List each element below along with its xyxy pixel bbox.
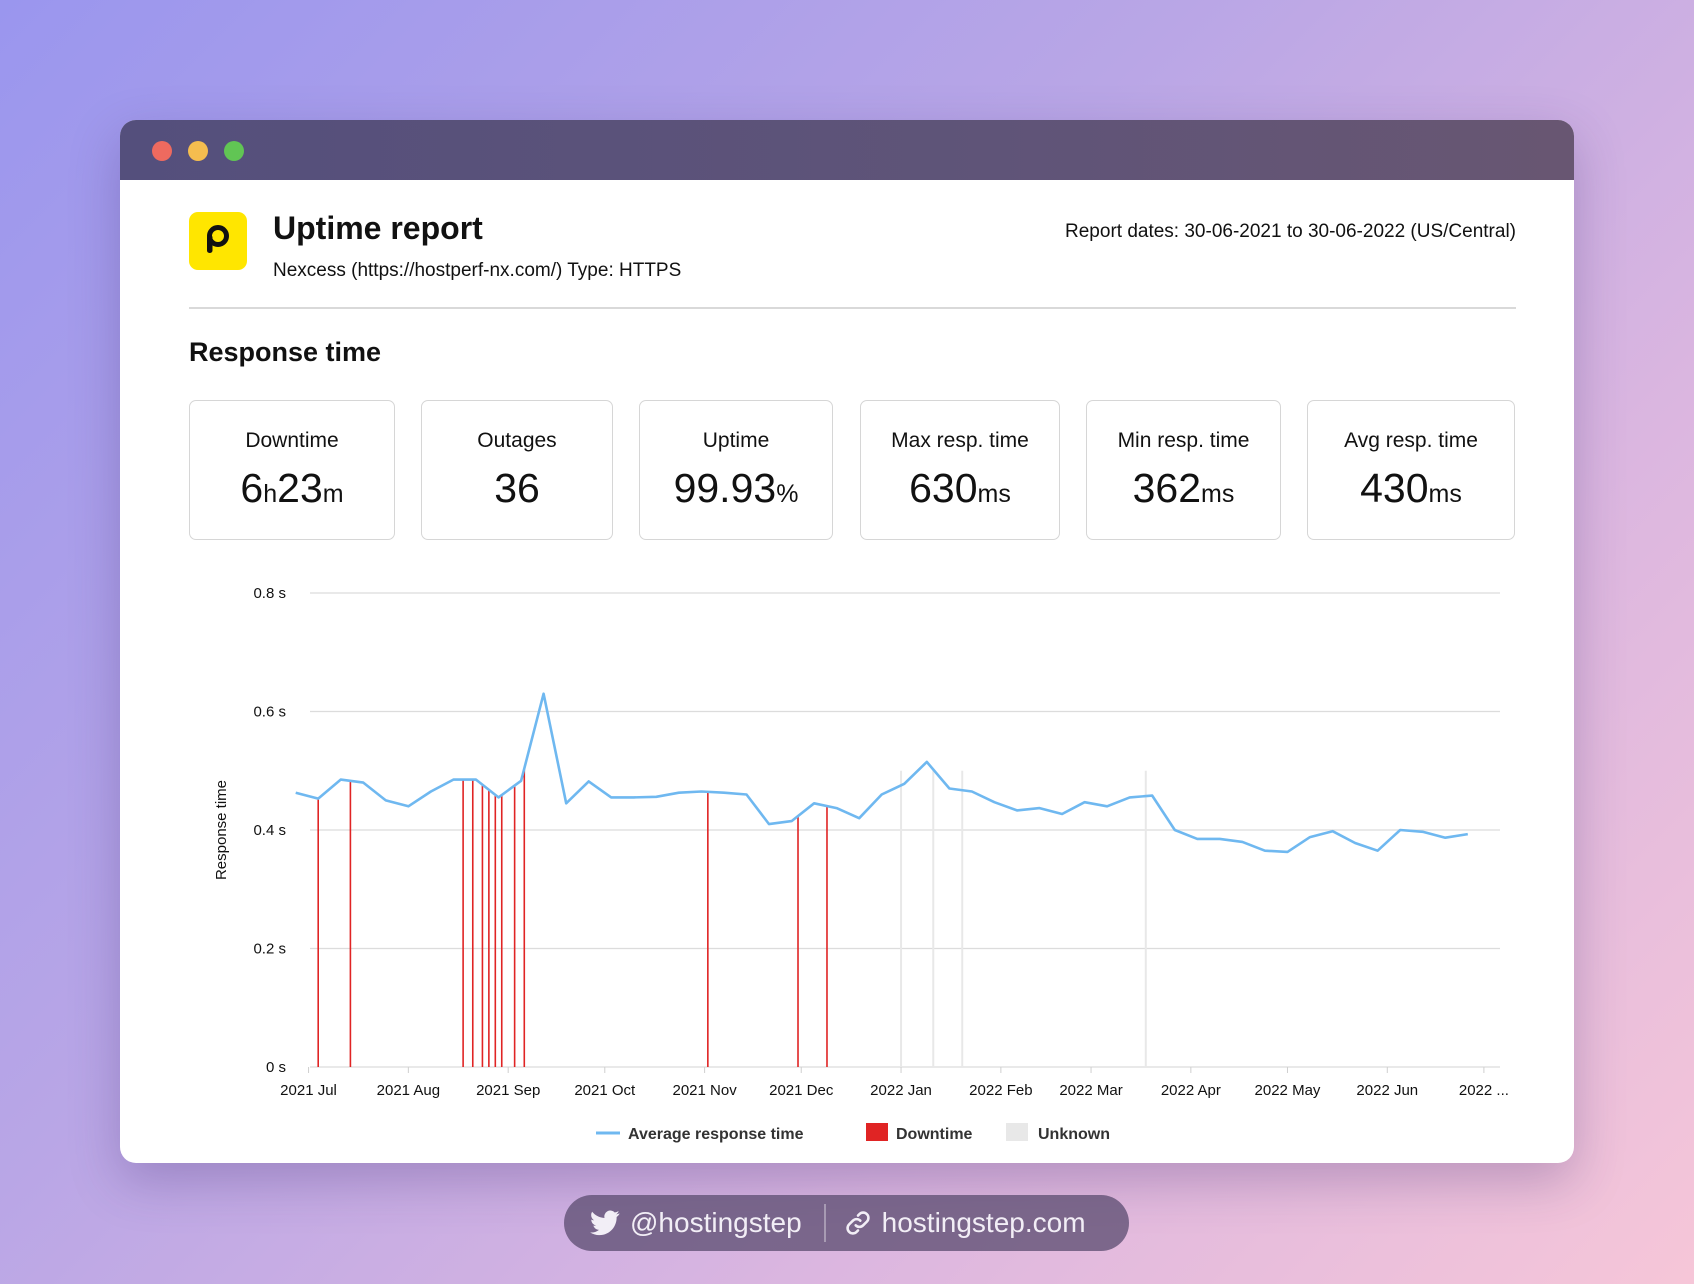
x-tick-label: 2021 Dec	[769, 1082, 834, 1099]
stat-number: 6	[240, 465, 264, 511]
window-titlebar	[120, 120, 1574, 180]
website-url: hostingstep.com	[881, 1207, 1086, 1238]
legend-swatch-unknown	[1006, 1123, 1028, 1141]
x-tick-label: 2021 Jul	[280, 1082, 337, 1099]
report-dates: Report dates: 30-06-2021 to 30-06-2022 (…	[1065, 221, 1516, 242]
legend-swatch-downtime	[866, 1123, 888, 1141]
maximize-window-button[interactable]	[224, 141, 244, 161]
stat-unit: m	[322, 480, 344, 508]
stat-card-min-response: Min resp. time 362ms	[1086, 400, 1281, 540]
website-credit[interactable]: hostingstep.com	[844, 1207, 1086, 1239]
x-tick-label: 2021 Nov	[673, 1082, 738, 1099]
x-tick-label: 2021 Aug	[377, 1082, 440, 1099]
stat-label: Max resp. time	[891, 429, 1029, 452]
stat-card-downtime: Downtime 6h23m	[189, 400, 395, 540]
stat-number: 99.93	[673, 465, 777, 511]
stat-label: Downtime	[245, 429, 339, 452]
stat-card-uptime: Uptime 99.93%	[639, 400, 833, 540]
stat-card-avg-response: Avg resp. time 430ms	[1307, 400, 1515, 540]
stat-label: Avg resp. time	[1344, 429, 1478, 452]
legend-label-unknown: Unknown	[1038, 1126, 1110, 1143]
p-logo-icon	[207, 225, 229, 253]
footer-credits: @hostingstep hostingstep.com	[564, 1195, 1129, 1251]
report-window: Uptime report Nexcess (https://hostperf-…	[120, 120, 1574, 1163]
stat-label: Outages	[477, 429, 557, 452]
stat-value: 36	[422, 465, 612, 512]
twitter-handle: @hostingstep	[630, 1207, 802, 1238]
report-header: Uptime report Nexcess (https://hostperf-…	[189, 210, 1516, 309]
stat-card-outages: Outages 36	[421, 400, 613, 540]
stat-value: 430ms	[1308, 465, 1514, 512]
twitter-credit[interactable]: @hostingstep	[590, 1207, 802, 1239]
x-tick-label: 2022 Apr	[1161, 1082, 1221, 1099]
x-tick-label: 2022 Feb	[969, 1082, 1032, 1099]
stat-unit: h	[263, 480, 278, 508]
stat-label: Min resp. time	[1117, 429, 1250, 452]
stat-unit: ms	[1428, 480, 1462, 508]
stat-unit: %	[776, 480, 799, 508]
x-tick-label: 2022 ...	[1459, 1082, 1509, 1099]
stat-number: 36	[494, 465, 540, 511]
y-tick-label: 0.2 s	[253, 941, 286, 958]
response-time-chart: 0 s 0.2 s 0.4 s 0.6 s 0.8 s Response time 2021…	[213, 585, 1509, 1143]
x-tick-label: 2022 May	[1255, 1082, 1321, 1099]
stat-value: 6h23m	[190, 465, 394, 512]
footer-divider	[823, 1204, 826, 1242]
section-title: Response time	[189, 337, 382, 367]
brand-logo	[189, 212, 247, 270]
stat-number: 430	[1360, 465, 1429, 511]
stat-card-max-response: Max resp. time 630ms	[860, 400, 1060, 540]
legend-label-downtime: Downtime	[896, 1126, 973, 1143]
x-tick-label: 2021 Oct	[574, 1082, 636, 1099]
y-tick-label: 0.6 s	[253, 704, 286, 721]
close-window-button[interactable]	[152, 141, 172, 161]
y-tick-label: 0.8 s	[253, 585, 286, 602]
minimize-window-button[interactable]	[188, 141, 208, 161]
x-tick-label: 2022 Mar	[1059, 1082, 1122, 1099]
stat-number: 630	[909, 465, 978, 511]
report-title: Uptime report	[273, 210, 483, 246]
twitter-bird-icon	[590, 1210, 620, 1236]
stat-unit: ms	[1201, 480, 1235, 508]
y-axis-label: Response time	[213, 780, 230, 880]
x-tick-label: 2022 Jun	[1356, 1082, 1418, 1099]
stat-number: 362	[1132, 465, 1202, 511]
legend-label-average: Average response time	[628, 1126, 804, 1143]
x-tick-label: 2021 Sep	[476, 1082, 540, 1099]
average-response-line	[295, 692, 1469, 854]
stat-label: Uptime	[702, 429, 770, 452]
x-tick-label: 2022 Jan	[870, 1082, 932, 1099]
y-tick-label: 0.4 s	[253, 822, 286, 839]
link-icon	[845, 1211, 870, 1235]
stat-value: 99.93%	[640, 465, 832, 512]
monitor-subtitle: Nexcess (https://hostperf-nx.com/) Type:…	[273, 260, 682, 281]
stat-value: 630ms	[861, 465, 1059, 512]
stat-value: 362ms	[1087, 465, 1280, 512]
y-tick-label: 0 s	[266, 1059, 286, 1076]
stat-unit: ms	[977, 480, 1011, 508]
stat-number: 23	[277, 465, 323, 511]
